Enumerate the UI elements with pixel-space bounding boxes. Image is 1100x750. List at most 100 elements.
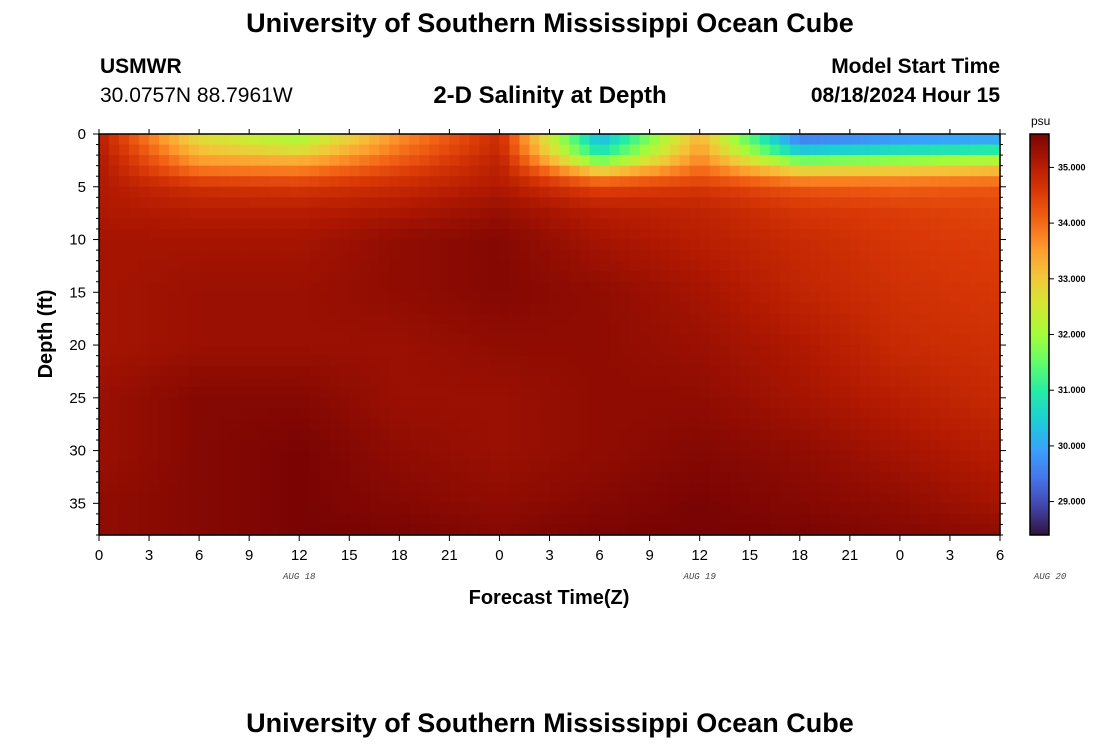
heatmap-cell: [159, 482, 170, 494]
heatmap-cell: [299, 250, 310, 262]
heatmap-cell: [179, 250, 190, 262]
heatmap-cell: [739, 207, 751, 220]
heatmap-cell: [489, 165, 501, 177]
heatmap-cell: [119, 376, 130, 388]
heatmap-cell: [649, 366, 661, 378]
heatmap-cell: [819, 250, 831, 262]
heatmap-cell: [889, 450, 901, 462]
heatmap-cell: [739, 134, 751, 146]
heatmap-cell: [299, 387, 310, 399]
heatmap-cell: [469, 366, 481, 378]
heatmap-cell: [649, 218, 661, 230]
heatmap-cell: [289, 302, 300, 314]
heatmap-cell: [339, 492, 350, 504]
heatmap-cell: [189, 471, 200, 483]
heatmap-cell: [489, 503, 501, 515]
heatmap-cell: [829, 134, 841, 146]
heatmap-cell: [809, 218, 821, 230]
heatmap-cell: [289, 165, 300, 177]
heatmap-cell: [259, 376, 270, 388]
heatmap-cell: [349, 503, 360, 515]
colorbar-tick-label: 30.000: [1058, 441, 1086, 451]
heatmap-cell: [419, 134, 430, 146]
heatmap-cell: [639, 397, 651, 409]
heatmap-cell: [919, 155, 931, 167]
heatmap-cell: [759, 461, 771, 473]
heatmap-cell: [669, 165, 681, 177]
heatmap-cell: [669, 376, 681, 388]
heatmap-cell: [479, 387, 491, 399]
heatmap-cell: [719, 271, 731, 283]
heatmap-cell: [819, 218, 831, 230]
heatmap-cell: [979, 461, 991, 473]
heatmap-cell: [249, 345, 260, 357]
heatmap-cell: [659, 429, 671, 441]
heatmap-cell: [149, 482, 160, 494]
heatmap-cell: [799, 186, 811, 198]
heatmap-cell: [569, 165, 581, 177]
heatmap-cell: [849, 281, 861, 293]
heatmap-cell: [489, 186, 501, 198]
heatmap-cell: [779, 503, 791, 515]
heatmap-cell: [989, 134, 1001, 146]
heatmap-cell: [479, 418, 491, 431]
heatmap-cell: [829, 281, 841, 293]
heatmap-cell: [299, 334, 310, 346]
heatmap-cell: [919, 482, 931, 494]
heatmap-cell: [679, 155, 691, 167]
heatmap-cell: [659, 334, 671, 346]
heatmap-cell: [769, 397, 781, 409]
heatmap-cell: [509, 165, 521, 177]
heatmap-cell: [249, 334, 260, 346]
heatmap-cell: [259, 302, 270, 314]
heatmap-cell: [179, 334, 190, 346]
model-start-label: Model Start Time: [831, 55, 1000, 78]
heatmap-cell: [479, 239, 491, 251]
heatmap-cell: [709, 418, 721, 431]
heatmap-cell: [839, 155, 851, 167]
heatmap-cell: [739, 376, 751, 388]
heatmap-cell: [489, 207, 501, 220]
heatmap-cell: [409, 408, 420, 420]
heatmap-cell: [729, 408, 741, 420]
heatmap-cell: [509, 355, 521, 367]
heatmap-cell: [429, 345, 440, 357]
heatmap-cell: [459, 345, 471, 357]
heatmap-cell: [609, 292, 621, 304]
colorbar-tick-label: 34.000: [1058, 218, 1086, 228]
heatmap-cell: [499, 345, 511, 357]
heatmap-cell: [329, 461, 340, 473]
heatmap-cell: [179, 186, 190, 198]
heatmap-cell: [849, 313, 861, 325]
heatmap-cell: [789, 207, 801, 220]
heatmap-cell: [369, 165, 380, 177]
heatmap-cell: [499, 471, 511, 483]
heatmap-cell: [899, 387, 911, 399]
heatmap-cell: [899, 186, 911, 198]
heatmap-cell: [559, 292, 571, 304]
heatmap-cell: [879, 408, 891, 420]
heatmap-cell: [979, 134, 991, 146]
heatmap-cell: [109, 513, 120, 526]
heatmap-cell: [789, 292, 801, 304]
heatmap-cell: [99, 429, 110, 441]
colorbar-tick-label: 29.000: [1058, 497, 1086, 507]
heatmap-cell: [809, 513, 821, 526]
heatmap-cell: [349, 492, 360, 504]
heatmap-cell: [589, 292, 601, 304]
heatmap-cell: [549, 355, 561, 367]
heatmap-cell: [419, 218, 430, 230]
heatmap-cell: [369, 197, 380, 209]
heatmap-cell: [449, 218, 460, 230]
heatmap-cell: [899, 271, 911, 283]
heatmap-cell: [349, 218, 360, 230]
heatmap-cell: [419, 176, 430, 188]
heatmap-cell: [799, 366, 811, 378]
heatmap-cell: [289, 376, 300, 388]
heatmap-cell: [889, 471, 901, 483]
heatmap-cell: [489, 387, 501, 399]
heatmap-cell: [919, 176, 931, 188]
heatmap-cell: [969, 186, 981, 198]
heatmap-cell: [499, 513, 511, 526]
heatmap-cell: [849, 492, 861, 504]
